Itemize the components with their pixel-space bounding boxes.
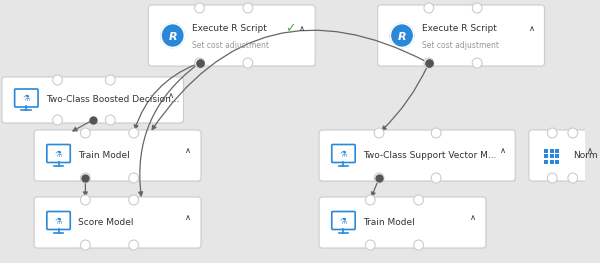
- Circle shape: [129, 195, 139, 205]
- Text: Set cost adjustment: Set cost adjustment: [422, 41, 499, 50]
- Circle shape: [547, 128, 557, 138]
- Circle shape: [80, 240, 90, 250]
- Circle shape: [365, 240, 375, 250]
- Circle shape: [374, 128, 384, 138]
- Text: Execute R Script: Execute R Script: [192, 24, 267, 33]
- Text: ∧: ∧: [529, 24, 535, 33]
- Circle shape: [414, 195, 424, 205]
- Text: Train Model: Train Model: [78, 151, 130, 160]
- FancyBboxPatch shape: [530, 131, 600, 182]
- FancyBboxPatch shape: [544, 149, 548, 153]
- FancyBboxPatch shape: [149, 6, 316, 67]
- Circle shape: [431, 128, 441, 138]
- Text: ⚗: ⚗: [55, 217, 62, 226]
- Circle shape: [431, 173, 441, 183]
- FancyBboxPatch shape: [3, 78, 184, 124]
- Circle shape: [106, 75, 115, 85]
- Circle shape: [243, 3, 253, 13]
- FancyBboxPatch shape: [544, 154, 548, 158]
- Text: ∧: ∧: [470, 213, 476, 222]
- Circle shape: [80, 173, 90, 183]
- FancyBboxPatch shape: [320, 198, 487, 249]
- FancyBboxPatch shape: [377, 5, 544, 66]
- Circle shape: [194, 58, 205, 68]
- FancyBboxPatch shape: [148, 5, 315, 66]
- FancyBboxPatch shape: [555, 159, 559, 164]
- Circle shape: [194, 3, 205, 13]
- Circle shape: [53, 75, 62, 85]
- Text: Set cost adjustment: Set cost adjustment: [192, 41, 269, 50]
- Circle shape: [424, 58, 434, 68]
- Text: Two-Class Boosted Decision...: Two-Class Boosted Decision...: [46, 95, 179, 104]
- FancyBboxPatch shape: [550, 149, 554, 153]
- Circle shape: [243, 58, 253, 68]
- Text: ∧: ∧: [167, 91, 174, 100]
- Circle shape: [568, 173, 578, 183]
- Circle shape: [80, 195, 90, 205]
- Text: ⚗: ⚗: [55, 150, 62, 159]
- Text: Two-Class Support Vector M...: Two-Class Support Vector M...: [363, 151, 496, 160]
- Circle shape: [568, 128, 578, 138]
- FancyBboxPatch shape: [35, 198, 202, 249]
- Circle shape: [547, 173, 557, 183]
- Text: Score Model: Score Model: [78, 218, 134, 227]
- Circle shape: [106, 115, 115, 125]
- Circle shape: [414, 240, 424, 250]
- Circle shape: [472, 58, 482, 68]
- FancyBboxPatch shape: [550, 154, 554, 158]
- Circle shape: [129, 128, 139, 138]
- FancyBboxPatch shape: [319, 130, 515, 181]
- FancyBboxPatch shape: [319, 197, 486, 248]
- FancyBboxPatch shape: [320, 131, 516, 182]
- FancyBboxPatch shape: [379, 6, 545, 67]
- Text: ⚗: ⚗: [23, 94, 30, 104]
- FancyBboxPatch shape: [2, 77, 184, 123]
- Text: ∧: ∧: [299, 24, 305, 33]
- FancyBboxPatch shape: [544, 159, 548, 164]
- FancyBboxPatch shape: [555, 149, 559, 153]
- FancyBboxPatch shape: [529, 130, 600, 181]
- FancyBboxPatch shape: [550, 159, 554, 164]
- FancyBboxPatch shape: [34, 197, 201, 248]
- Text: ✓: ✓: [286, 22, 296, 36]
- Text: ⚗: ⚗: [340, 217, 347, 226]
- Circle shape: [391, 23, 414, 48]
- Text: Norm: Norm: [573, 151, 598, 160]
- Circle shape: [53, 115, 62, 125]
- Text: Train Model: Train Model: [363, 218, 415, 227]
- Text: R: R: [398, 32, 406, 42]
- FancyBboxPatch shape: [35, 131, 202, 182]
- Text: ∧: ∧: [185, 213, 191, 222]
- Circle shape: [129, 173, 139, 183]
- Text: Execute R Script: Execute R Script: [422, 24, 496, 33]
- Text: ⚗: ⚗: [340, 150, 347, 159]
- Text: ∧: ∧: [185, 146, 191, 155]
- Circle shape: [424, 3, 434, 13]
- Circle shape: [374, 173, 384, 183]
- FancyBboxPatch shape: [555, 154, 559, 158]
- FancyBboxPatch shape: [34, 130, 201, 181]
- Text: ∧: ∧: [499, 146, 506, 155]
- Circle shape: [129, 240, 139, 250]
- Circle shape: [365, 195, 375, 205]
- Circle shape: [80, 128, 90, 138]
- Text: R: R: [169, 32, 177, 42]
- Text: ∧: ∧: [587, 146, 593, 155]
- Circle shape: [472, 3, 482, 13]
- Circle shape: [161, 23, 184, 48]
